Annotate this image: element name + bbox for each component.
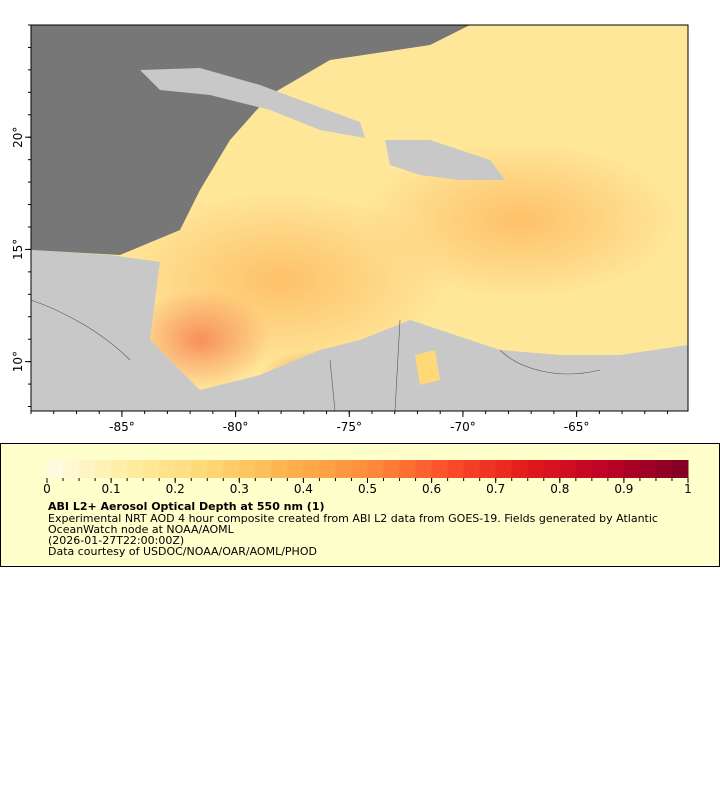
colorbar-segment xyxy=(271,460,288,478)
colorbar-segment xyxy=(127,460,144,478)
caption-title: ABI L2+ Aerosol Optical Depth at 550 nm … xyxy=(48,500,325,513)
colorbar-segment xyxy=(415,460,433,478)
borders xyxy=(30,299,601,412)
colorbar-segment xyxy=(175,460,192,478)
colorbar-tick-label: 0.1 xyxy=(102,482,121,496)
caption-line: Experimental NRT AOD 4 hour composite cr… xyxy=(48,512,658,525)
y-tick-label: 15° xyxy=(11,239,25,260)
colorbar-segment xyxy=(95,460,112,478)
aerosol-plume xyxy=(360,140,680,300)
colorbar-tick-label: 0 xyxy=(43,482,51,496)
colorbar-segment xyxy=(191,460,208,478)
colorbar-segment xyxy=(255,460,272,478)
colorbar-segment xyxy=(607,460,625,478)
colorbar-segment xyxy=(479,460,497,478)
colorbar-segment xyxy=(511,460,529,478)
colorbar-segment xyxy=(287,460,304,478)
colorbar-segment xyxy=(79,460,96,478)
colorbar-segment xyxy=(623,460,641,478)
x-tick-label: -65° xyxy=(564,420,590,434)
colorbar-segment xyxy=(591,460,609,478)
colorbar-tick-label: 0.2 xyxy=(166,482,185,496)
colorbar-segment xyxy=(143,460,160,478)
colorbar-segment xyxy=(527,460,545,478)
colorbar-segment xyxy=(111,460,128,478)
land-cuba xyxy=(140,68,365,138)
colorbar-segment xyxy=(207,460,224,478)
colorbar-segment xyxy=(671,460,689,478)
colorbar-segment xyxy=(447,460,465,478)
colorbar-segment xyxy=(543,460,561,478)
land-hispaniola xyxy=(385,140,505,180)
colorbar-segment xyxy=(559,460,577,478)
x-tick-label: -85° xyxy=(109,420,135,434)
caption-line: (2026-01-27T22:00:00Z) xyxy=(48,534,184,547)
colorbar-segment xyxy=(399,460,417,478)
colorbar-segment xyxy=(431,460,449,478)
lake xyxy=(415,350,440,385)
caption-line: Data courtesy of USDOC/NOAA/OAR/AOML/PHO… xyxy=(48,545,317,558)
colorbar-segment xyxy=(63,460,80,478)
map-frame xyxy=(30,24,689,412)
land-central-south-america xyxy=(31,250,688,411)
map-area xyxy=(30,24,689,412)
colorbar-segment xyxy=(159,460,176,478)
colorbar-segment xyxy=(239,460,256,478)
colorbar-tick-label: 0.7 xyxy=(486,482,505,496)
colorbar-segment xyxy=(303,460,320,478)
y-tick-label: 20° xyxy=(11,127,25,148)
y-tick-label: 10° xyxy=(11,351,25,372)
colorbar-segment xyxy=(319,460,336,478)
colorbar-segment xyxy=(639,460,657,478)
x-tick-label: -80° xyxy=(223,420,249,434)
colorbar-segment xyxy=(351,460,368,478)
x-tick-label: -75° xyxy=(336,420,362,434)
colorbar-segment xyxy=(47,460,64,478)
colorbar-tick-label: 0.3 xyxy=(230,482,249,496)
colorbar-segment xyxy=(655,460,673,478)
colorbar-segment xyxy=(495,460,513,478)
colorbar-segment xyxy=(223,460,240,478)
caption-line: OceanWatch node at NOAA/AOML xyxy=(48,523,235,536)
colorbar-tick-label: 1 xyxy=(684,482,692,496)
no-data xyxy=(31,25,470,255)
colorbar-tick-label: 0.8 xyxy=(550,482,569,496)
colorbar-tick-label: 0.9 xyxy=(614,482,633,496)
colorbar-tick-label: 0.6 xyxy=(422,482,441,496)
colorbar-segment xyxy=(463,460,481,478)
colorbar-segment xyxy=(575,460,593,478)
colorbar-tick-label: 0.4 xyxy=(294,482,313,496)
colorbar-segment xyxy=(383,460,401,478)
colorbar-tick-label: 0.5 xyxy=(358,482,377,496)
x-tick-label: -70° xyxy=(450,420,476,434)
colorbar-segment xyxy=(335,460,352,478)
colorbar-segment xyxy=(367,460,385,478)
